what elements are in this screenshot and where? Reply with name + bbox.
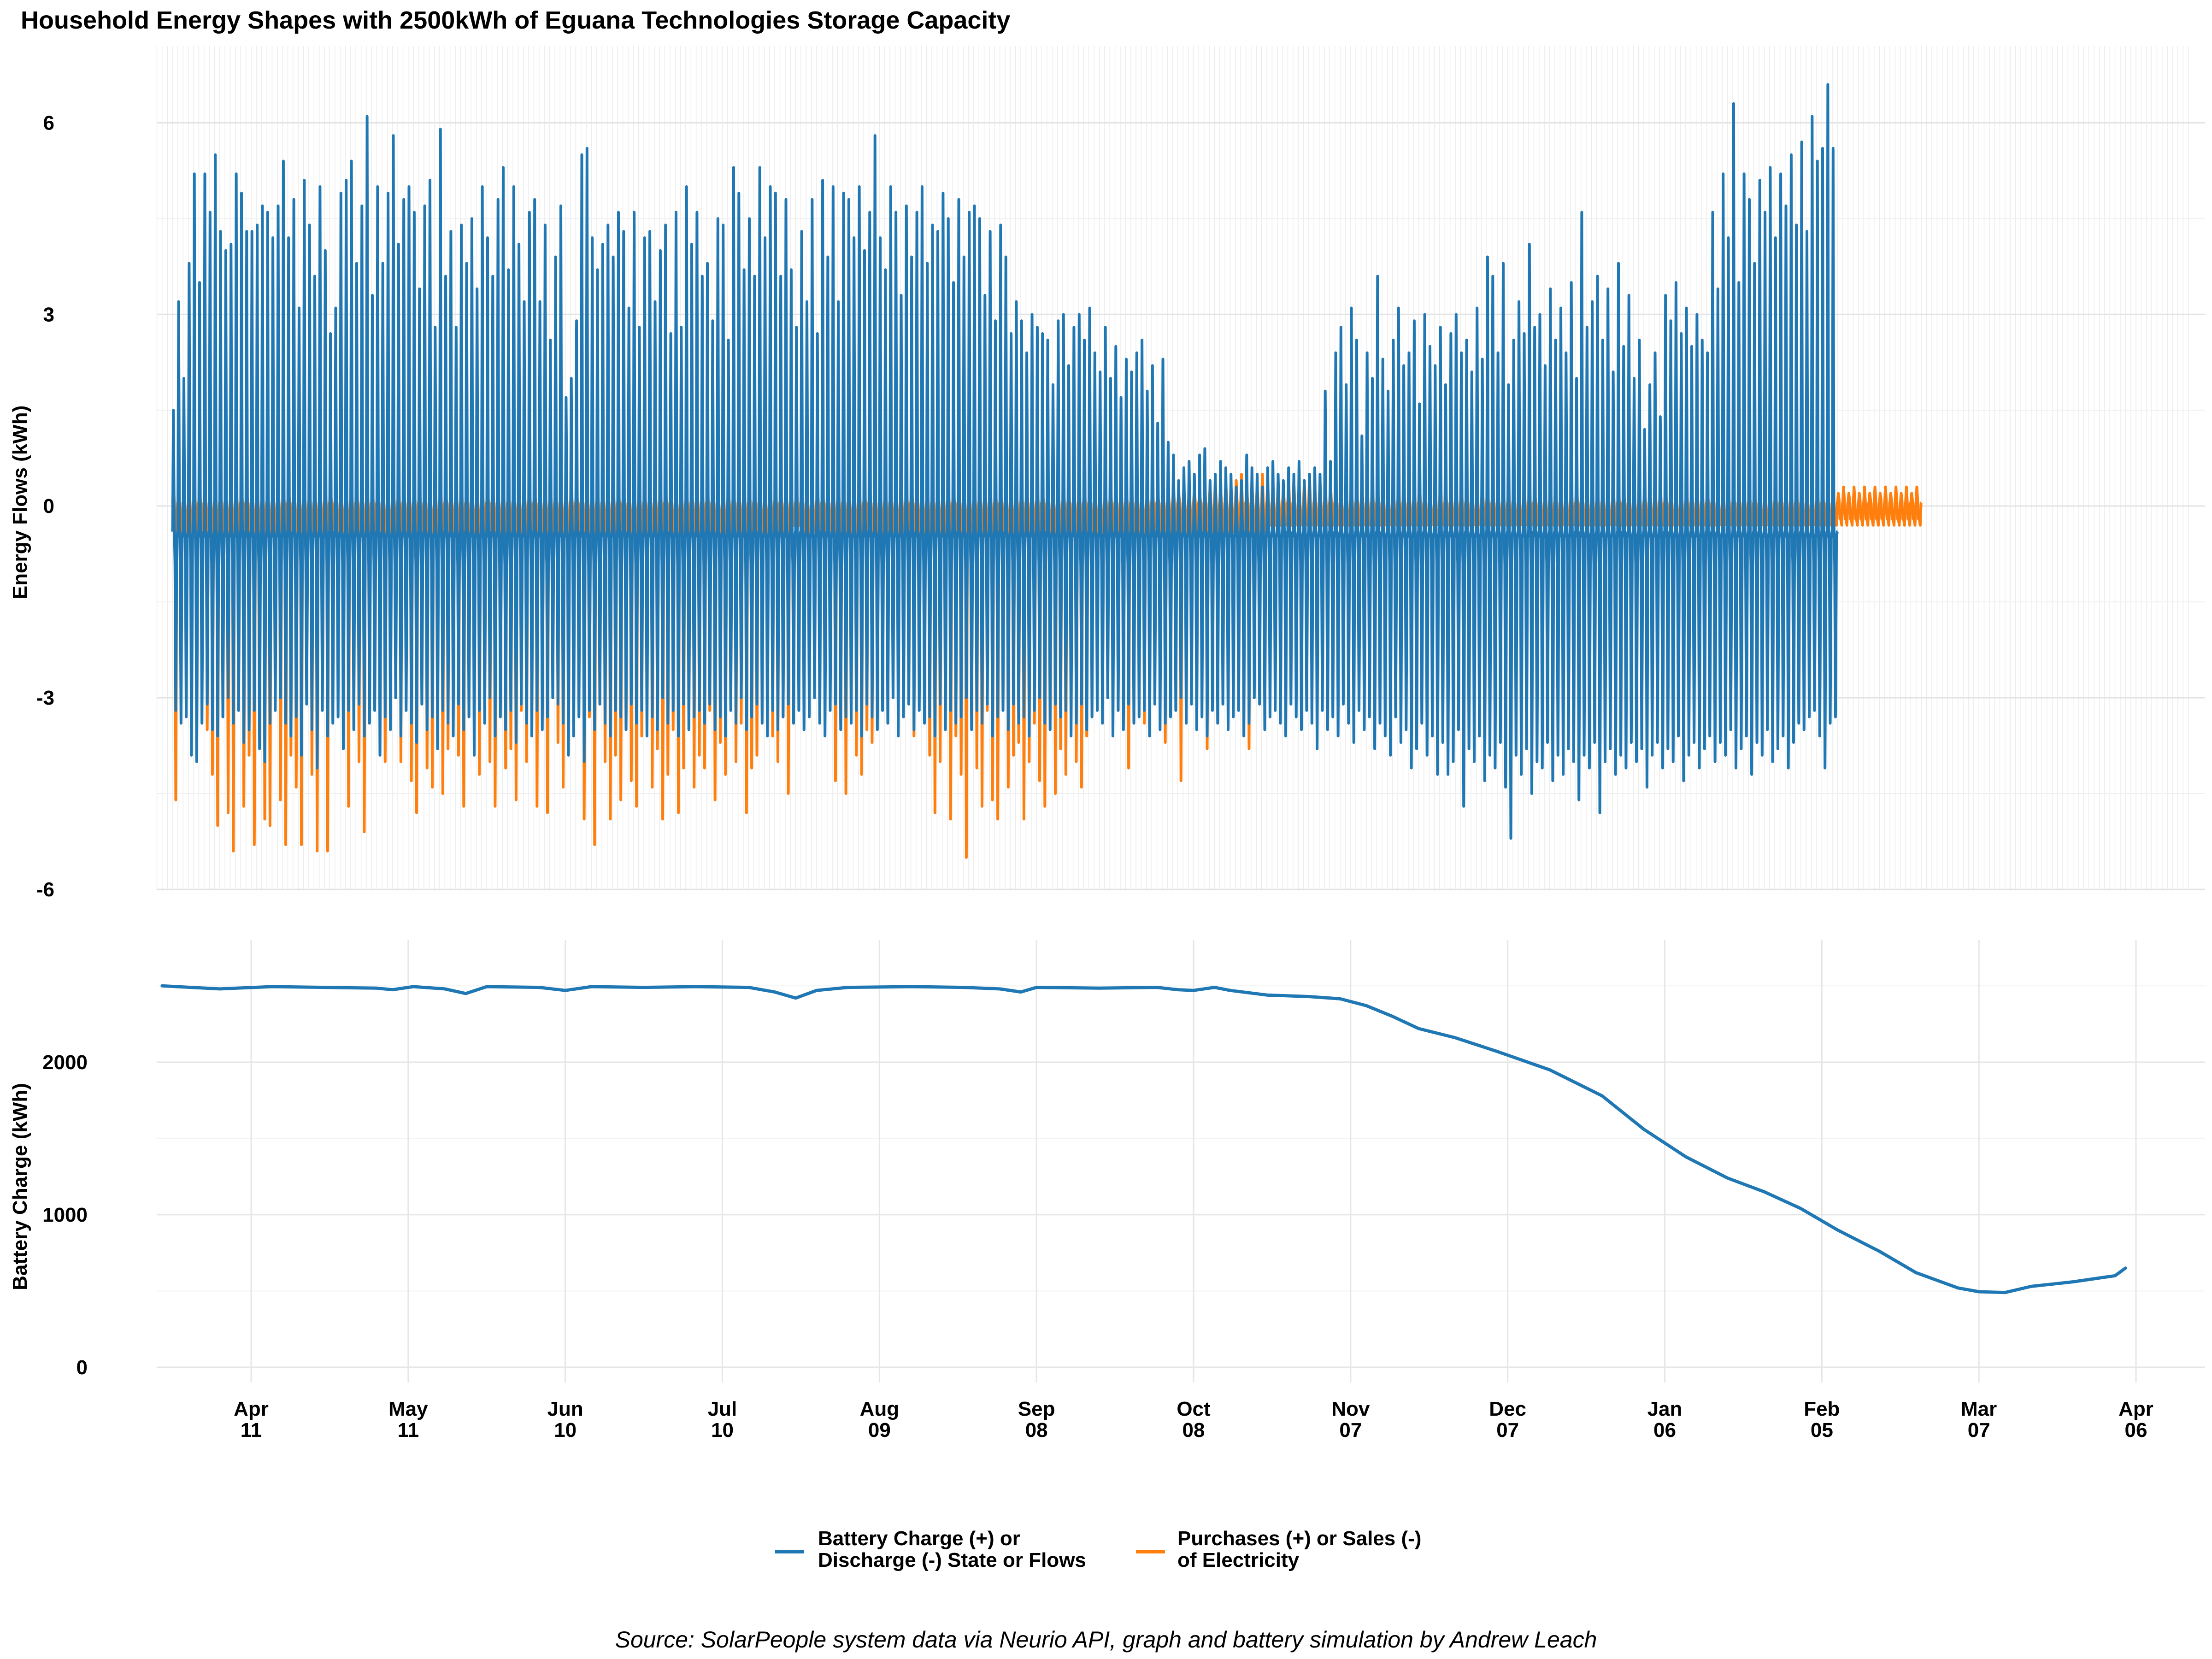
- x-tick-day: 07: [1339, 1419, 1362, 1441]
- y-tick-label: 2000: [42, 1051, 88, 1074]
- x-tick-month: Sep: [1018, 1398, 1055, 1420]
- x-tick-day: 07: [1496, 1419, 1519, 1441]
- top-y-ticks: 6 3 0 -3 -6: [36, 112, 54, 901]
- top-y-axis-title: Energy Flows (kWh): [9, 406, 31, 599]
- y-tick-label: 6: [43, 112, 54, 134]
- x-tick-month: Aug: [860, 1398, 900, 1420]
- x-tick-month: Jan: [1647, 1398, 1683, 1420]
- series-line: [171, 83, 1839, 840]
- y-tick-label: -3: [36, 687, 54, 709]
- legend: Battery Charge (+) or Discharge (-) Stat…: [775, 1527, 1421, 1571]
- x-tick-day: 11: [241, 1419, 262, 1441]
- x-tick-day: 06: [2125, 1419, 2147, 1441]
- x-tick-day: 08: [1182, 1419, 1205, 1441]
- battery-flows-series: [171, 83, 1839, 840]
- bottom-panel-grid: [157, 940, 2205, 1382]
- x-tick-month: Jun: [547, 1398, 583, 1420]
- legend-label-purchases-line2: of Electricity: [1177, 1549, 1300, 1571]
- x-tick-month: Dec: [1489, 1398, 1526, 1420]
- bottom-y-ticks: 2000 1000 0: [42, 1051, 88, 1379]
- y-tick-label: 0: [76, 1356, 88, 1379]
- y-tick-label: 1000: [42, 1204, 88, 1226]
- chart-title: Household Energy Shapes with 2500kWh of …: [21, 6, 1010, 34]
- x-tick-day: 05: [1811, 1419, 1833, 1441]
- x-tick-month: Oct: [1177, 1398, 1211, 1420]
- x-tick-month: May: [388, 1398, 428, 1420]
- source-caption: Source: SolarPeople system data via Neur…: [615, 1627, 1597, 1653]
- x-tick-day: 10: [554, 1419, 577, 1441]
- y-tick-label: 3: [43, 303, 54, 326]
- legend-label-battery-line2: Discharge (-) State or Flows: [818, 1549, 1086, 1571]
- legend-label-battery-line1: Battery Charge (+) or: [818, 1527, 1020, 1550]
- y-tick-label: -6: [36, 878, 54, 901]
- x-tick-month: Mar: [1961, 1398, 1997, 1420]
- battery-charge-line: [160, 984, 2127, 1294]
- x-tick-month: Feb: [1804, 1398, 1840, 1420]
- x-tick-month: Apr: [234, 1398, 269, 1420]
- y-tick-label: 0: [43, 495, 54, 518]
- bottom-y-axis-title: Battery Charge (kWh): [9, 1083, 31, 1290]
- x-tick-day: 07: [1968, 1419, 1990, 1441]
- x-tick-month: Jul: [708, 1398, 737, 1420]
- x-tick-month: Apr: [2118, 1398, 2153, 1420]
- legend-label-purchases-line1: Purchases (+) or Sales (-): [1177, 1527, 1421, 1550]
- x-tick-day: 09: [868, 1419, 891, 1441]
- battery-charge-series: [160, 984, 2127, 1294]
- x-axis-ticks: Apr11May11Jun10Jul10Aug09Sep08Oct08Nov07…: [234, 1398, 2153, 1441]
- x-tick-day: 06: [1653, 1419, 1676, 1441]
- x-tick-month: Nov: [1331, 1398, 1370, 1420]
- x-tick-day: 11: [398, 1419, 419, 1441]
- x-tick-day: 08: [1025, 1419, 1048, 1441]
- x-tick-day: 10: [711, 1419, 734, 1441]
